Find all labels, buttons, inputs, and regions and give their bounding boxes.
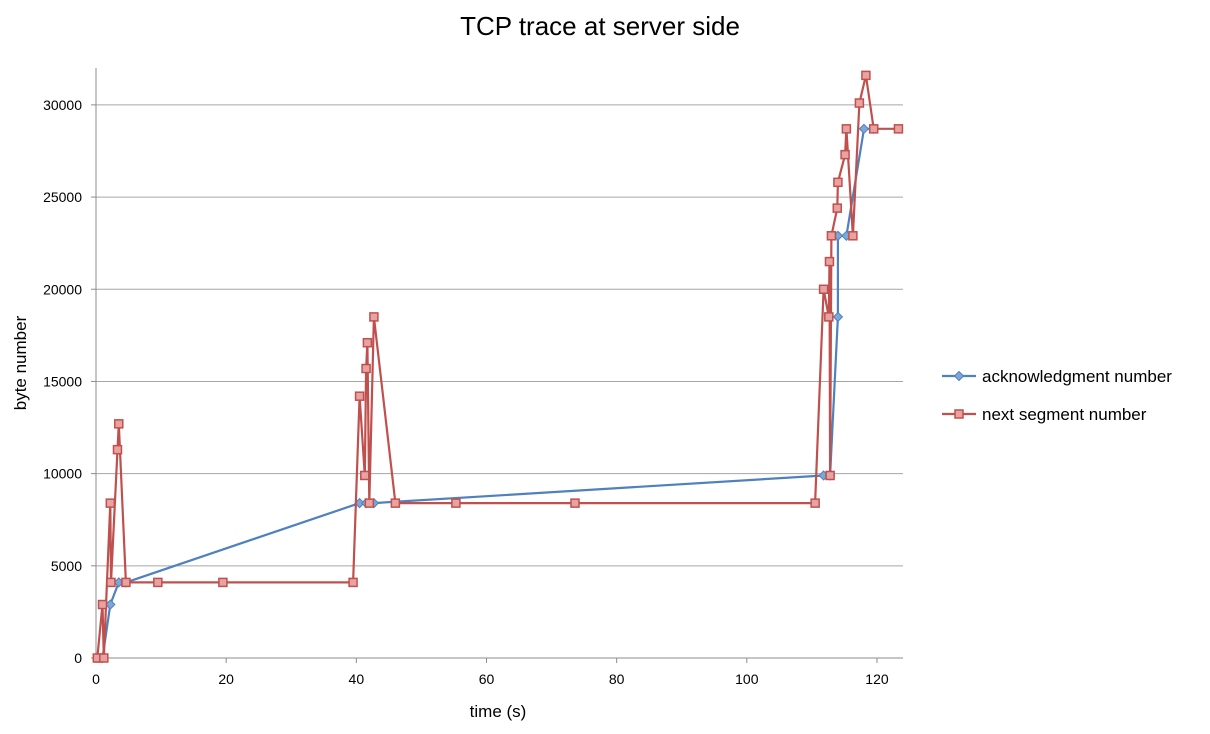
data-point [848, 231, 858, 241]
x-tick-label: 100 [735, 671, 759, 687]
x-tick-label: 120 [865, 671, 889, 687]
gridlines [96, 104, 903, 567]
data-point [840, 149, 850, 160]
data-point [818, 284, 829, 294]
y-tick-label: 10000 [43, 466, 82, 482]
data-point [570, 498, 580, 508]
data-point [112, 444, 123, 455]
data-point [833, 177, 843, 188]
x-tick-label: 0 [92, 671, 100, 687]
data-point [114, 419, 124, 429]
data-point [854, 98, 865, 108]
x-tick-label: 80 [609, 671, 625, 687]
data-point [826, 231, 837, 241]
data-point [390, 498, 401, 508]
data-point [106, 577, 116, 588]
data-point [362, 337, 373, 348]
data-point [105, 599, 116, 610]
data-point [369, 312, 379, 322]
data-point [832, 311, 844, 323]
series-line-1 [96, 74, 899, 660]
legend-label: next segment number [982, 405, 1147, 424]
x-axis-label: time (s) [470, 702, 527, 721]
data-point [105, 498, 116, 508]
legend-swatch-marker [954, 409, 964, 419]
legend-label: acknowledgment number [982, 367, 1172, 386]
data-point [824, 312, 834, 322]
data-point [825, 470, 835, 481]
data-point [868, 124, 879, 134]
x-tick-label: 60 [479, 671, 495, 687]
y-tick-label: 0 [74, 650, 82, 666]
data-point [121, 577, 131, 588]
y-tick-label: 30000 [43, 97, 82, 113]
legend-item-1: next segment number [942, 405, 1147, 424]
y-tick-label: 25000 [43, 189, 82, 205]
legend-item-0: acknowledgment number [942, 367, 1172, 386]
y-tick-label: 5000 [51, 558, 82, 574]
data-point [354, 391, 365, 401]
data-point [348, 577, 358, 588]
y-axis-label: byte number [11, 315, 30, 410]
series-line-0 [98, 127, 874, 660]
data-point [451, 498, 461, 508]
data-point [218, 577, 228, 588]
y-tick-label: 20000 [43, 281, 82, 297]
data-point [99, 653, 109, 663]
axes: 0 5000 10000 15000 20000 25000 30000 0 20 40 60 80 1… [43, 68, 903, 687]
y-tick-label: 15000 [43, 373, 82, 389]
data-point [841, 124, 852, 134]
data-point [810, 498, 820, 508]
data-point [824, 256, 835, 267]
data-point [361, 363, 371, 374]
data-point [858, 123, 870, 135]
legend-swatch-marker [953, 370, 965, 382]
data-point [861, 70, 871, 81]
data-point [97, 599, 108, 610]
data-point [360, 470, 370, 481]
series-1 [92, 70, 904, 663]
chart-title: TCP trace at server side [460, 11, 740, 41]
x-tick-label: 40 [349, 671, 365, 687]
x-tick-label: 20 [218, 671, 234, 687]
legend: acknowledgment number next segment number [942, 367, 1172, 424]
data-point [893, 124, 904, 134]
labels: TCP trace at server side time (s) byte n… [11, 11, 740, 721]
series [92, 70, 904, 664]
data-point [153, 577, 163, 588]
data-point [364, 498, 375, 508]
data-point [832, 203, 843, 213]
